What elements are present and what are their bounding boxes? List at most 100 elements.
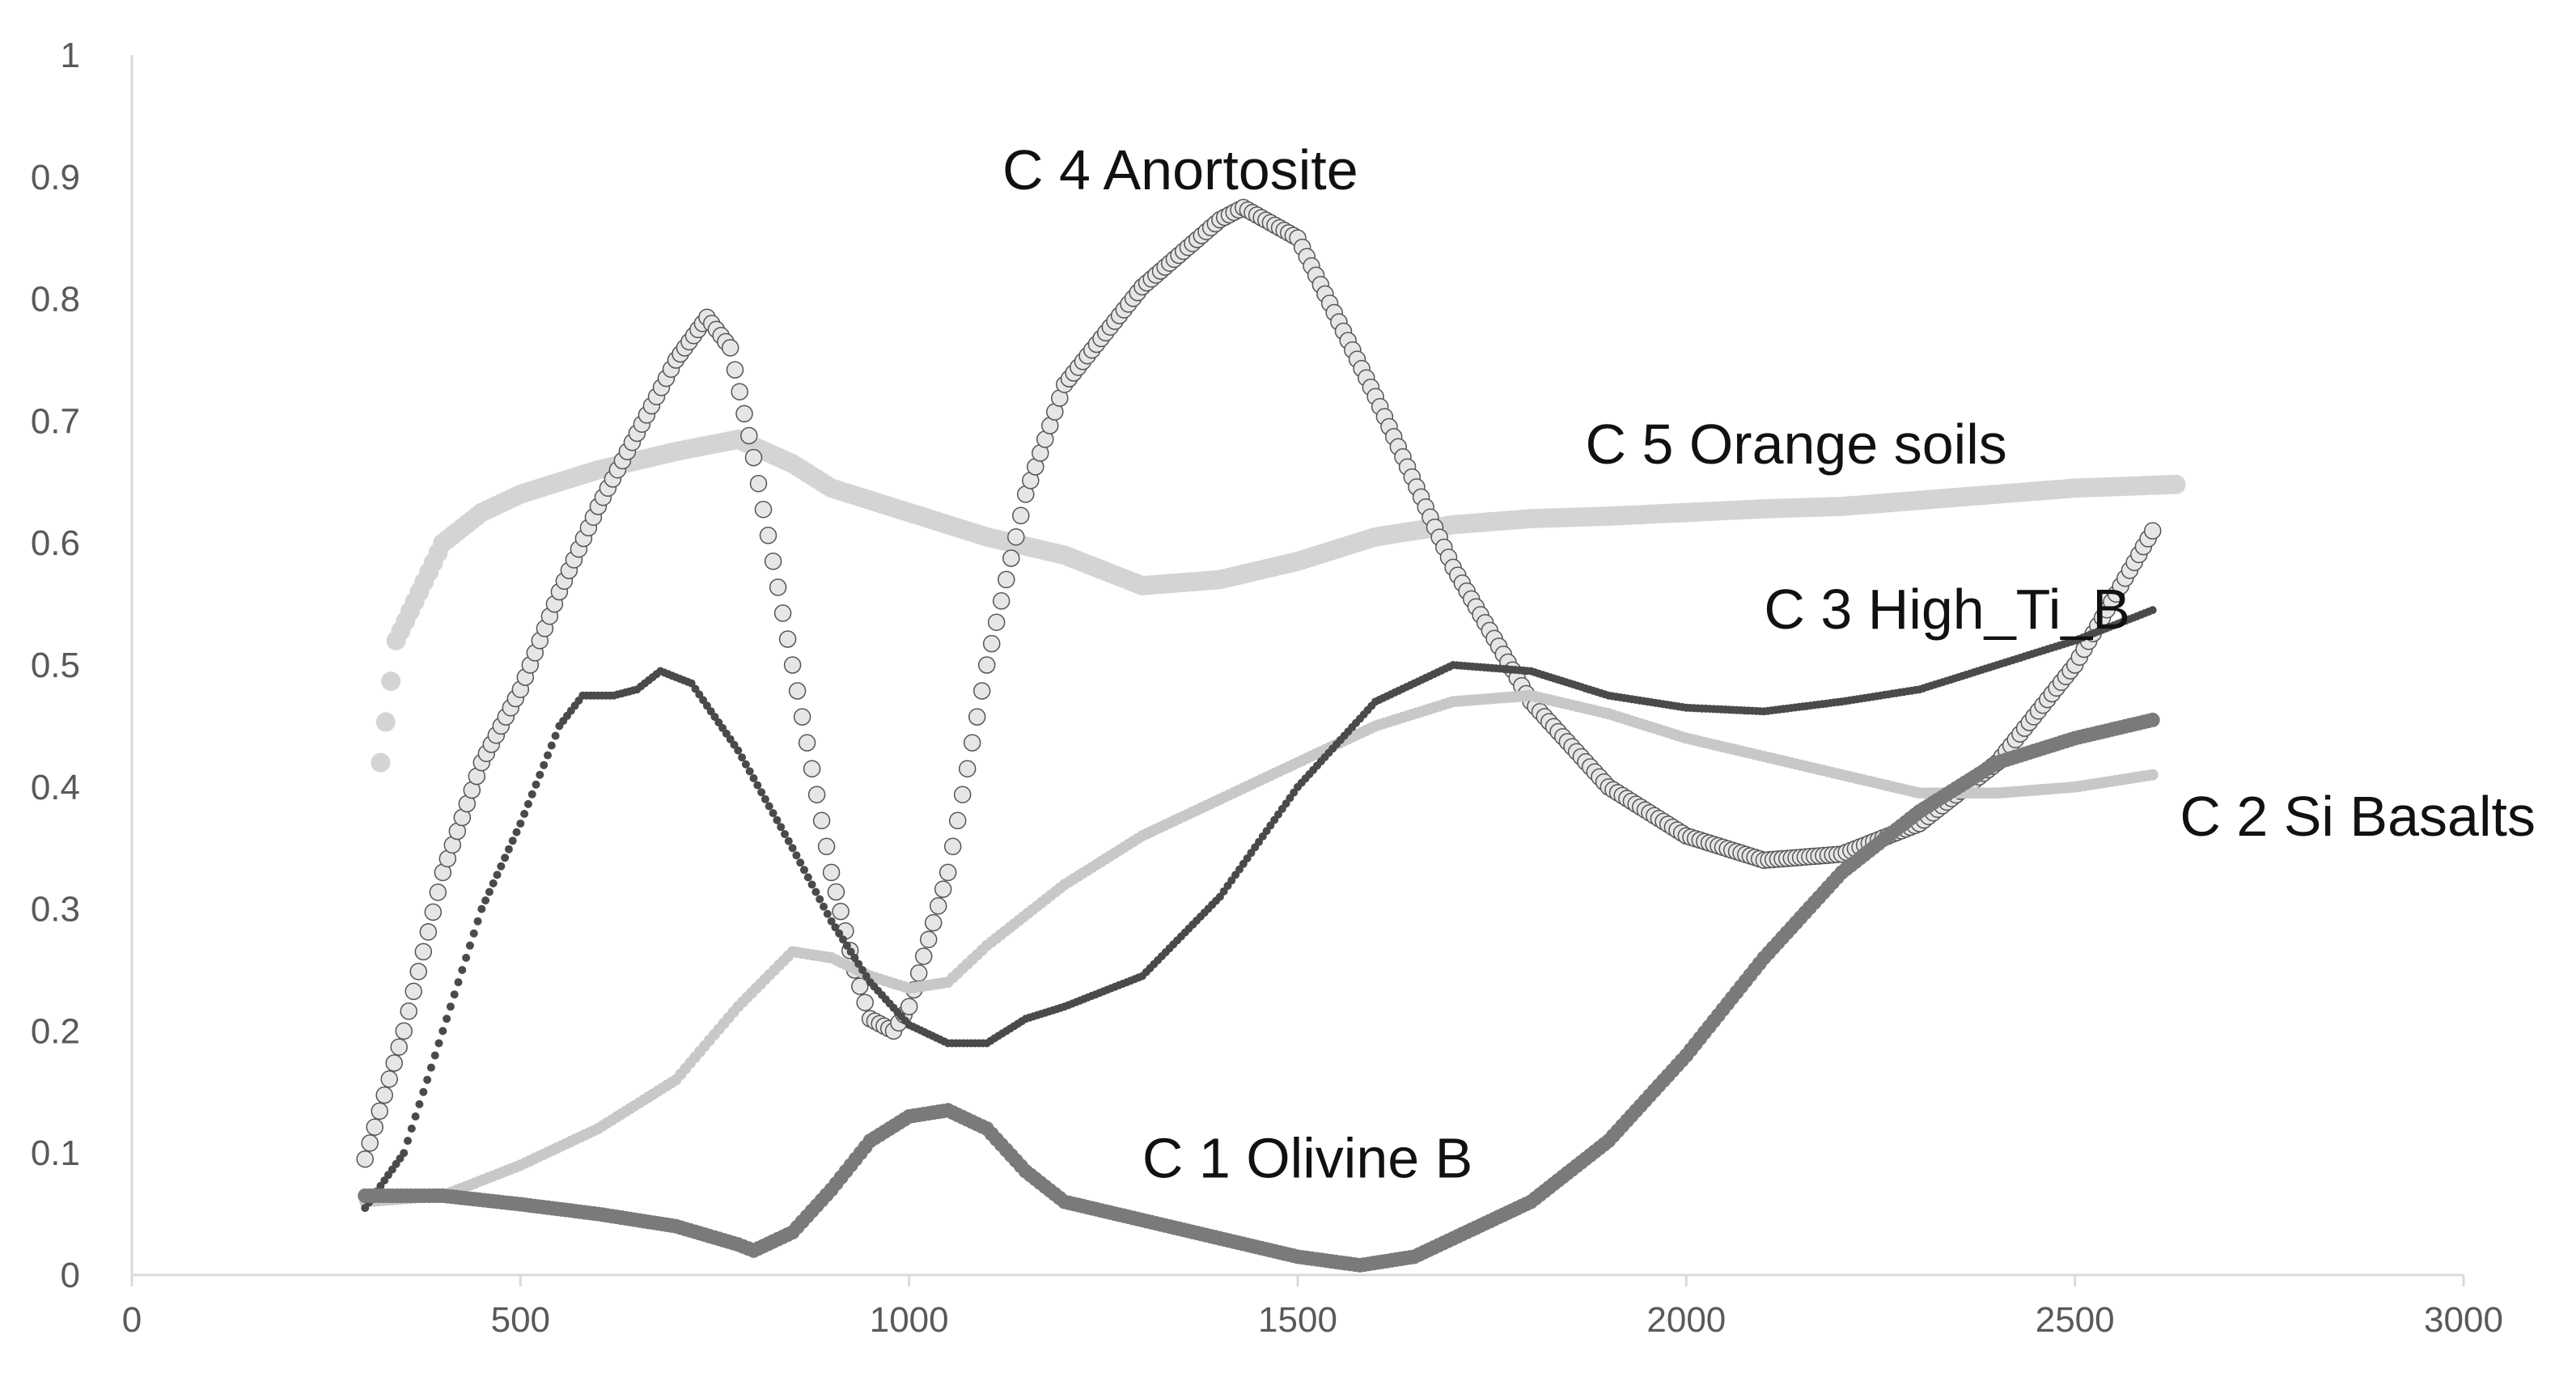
data-point [827, 883, 845, 901]
data-point [551, 731, 560, 740]
data-point [414, 943, 433, 961]
data-point [540, 760, 549, 769]
data-point [730, 740, 739, 749]
data-point [792, 851, 801, 860]
data-point [977, 656, 996, 674]
y-tick-label: 1 [61, 36, 80, 75]
data-point [909, 964, 928, 982]
data-point [419, 1087, 428, 1096]
data-point [465, 941, 474, 950]
data-point [972, 682, 991, 700]
data-point [512, 828, 521, 837]
data-point [914, 947, 933, 965]
data-point [982, 634, 1001, 653]
x-tick-label: 2000 [1646, 1300, 1726, 1340]
data-point [783, 656, 802, 674]
data-point [850, 953, 859, 962]
data-point [856, 993, 874, 1011]
data-point [796, 858, 805, 867]
data-point [862, 972, 871, 981]
data-point [493, 871, 502, 879]
data-point [827, 917, 836, 926]
data-point [380, 1070, 398, 1088]
data-point [1012, 506, 1030, 525]
y-tick-label: 0 [61, 1256, 80, 1295]
data-point [777, 823, 786, 832]
data-point [371, 1102, 388, 1120]
y-tick-label: 0.6 [31, 523, 80, 563]
data-point [1002, 549, 1020, 567]
x-tick-label: 2500 [2036, 1300, 2115, 1340]
data-point [749, 774, 758, 782]
data-point [536, 770, 544, 779]
data-point [858, 966, 866, 974]
data-point [2146, 769, 2159, 781]
data-point [943, 837, 962, 856]
x-tick-label: 1000 [870, 1300, 949, 1340]
data-point [446, 1002, 455, 1011]
data-point [544, 751, 552, 760]
data-point [811, 887, 820, 896]
data-point [454, 978, 463, 987]
series-label-2: C 2 Si Basalts [2180, 785, 2536, 848]
data-point [2166, 474, 2186, 494]
data-point [443, 1015, 451, 1023]
data-point [773, 815, 782, 824]
data-point [948, 811, 967, 830]
data-point [426, 1063, 435, 1072]
x-tick-label: 0 [122, 1300, 142, 1340]
data-point [429, 883, 447, 901]
data-point [419, 923, 438, 941]
data-point [757, 788, 766, 797]
data-point [934, 880, 952, 898]
data-point [817, 837, 836, 856]
data-point [381, 671, 401, 692]
data-point [846, 947, 855, 956]
series-group-1 [358, 712, 2160, 1273]
data-point [489, 879, 498, 887]
data-point [919, 930, 938, 949]
data-point [800, 866, 808, 875]
data-point [769, 809, 777, 818]
data-point [788, 682, 807, 700]
data-point [361, 1134, 379, 1152]
data-point [803, 873, 812, 882]
data-point [497, 862, 506, 871]
data-point [851, 977, 869, 995]
data-point [400, 1149, 409, 1158]
data-point [765, 802, 773, 811]
data-point [998, 570, 1015, 589]
data-point [721, 339, 739, 357]
data-point [501, 854, 510, 862]
data-point [439, 1027, 447, 1036]
data-point [423, 1075, 432, 1084]
data-point [781, 830, 789, 838]
data-point [430, 1051, 439, 1060]
data-point [523, 799, 532, 808]
data-point [390, 1038, 408, 1056]
series-layer [356, 198, 2186, 1273]
data-point [415, 1099, 424, 1108]
data-point [953, 786, 972, 803]
data-point [527, 790, 536, 799]
data-point [726, 361, 744, 379]
data-point [477, 904, 486, 913]
series-group-4 [356, 198, 2162, 1168]
data-point [749, 474, 768, 493]
data-point [400, 1002, 417, 1020]
data-point [371, 752, 391, 773]
data-point [356, 1150, 374, 1168]
y-tick-label: 0.2 [31, 1011, 80, 1051]
y-tick-label: 0.8 [31, 280, 80, 320]
data-point [734, 746, 743, 755]
data-point [731, 383, 748, 400]
data-point [759, 527, 777, 544]
data-point [773, 604, 792, 622]
data-point [968, 708, 986, 726]
data-point [822, 863, 841, 882]
data-point [504, 845, 513, 854]
x-tick-label: 1500 [1258, 1300, 1337, 1340]
data-point [744, 448, 763, 467]
data-point [764, 553, 782, 570]
